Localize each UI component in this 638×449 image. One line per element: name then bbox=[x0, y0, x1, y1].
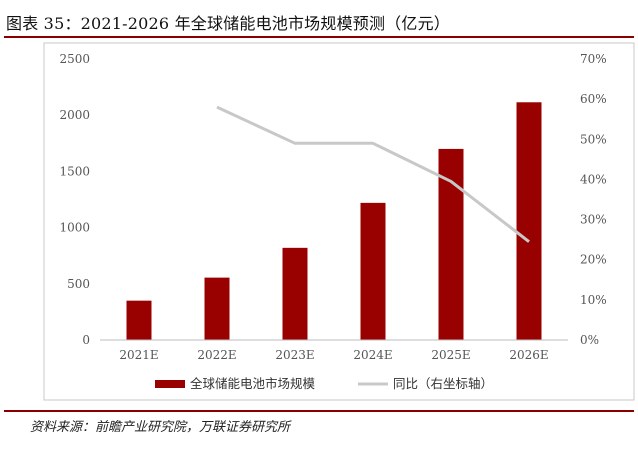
left-tick-label: 2500 bbox=[59, 52, 90, 66]
bar bbox=[204, 277, 230, 340]
figure-title: 图表 35：2021-2026 年全球储能电池市场规模预测（亿元） bbox=[6, 14, 450, 33]
line-series bbox=[216, 105, 530, 243]
right-tick-label: 30% bbox=[580, 213, 607, 227]
right-tick-label: 70% bbox=[580, 52, 607, 66]
bar bbox=[282, 247, 308, 340]
category-label: 2023E bbox=[275, 348, 314, 362]
bar bbox=[126, 300, 152, 340]
right-tick-label: 40% bbox=[580, 172, 607, 186]
right-tick-label: 60% bbox=[580, 92, 607, 106]
legend: 全球储能电池市场规模 同比（右坐标轴） bbox=[155, 376, 493, 391]
title-divider bbox=[4, 36, 634, 38]
left-tick-label: 0 bbox=[82, 333, 90, 347]
category-axis-labels: 2021E 2022E 2023E 2024E 2025E 2026E bbox=[119, 348, 548, 362]
source-note: 资料来源：前瞻产业研究院，万联证券研究所 bbox=[30, 420, 291, 435]
right-tick-label: 10% bbox=[580, 293, 607, 307]
chart-area: 0 500 1000 1500 2000 2500 0% 10% 20% 30% 40% 50% 60… bbox=[43, 42, 635, 401]
right-tick-label: 50% bbox=[580, 132, 607, 146]
bar bbox=[516, 102, 542, 340]
left-tick-label: 2000 bbox=[59, 108, 90, 122]
left-tick-label: 1000 bbox=[59, 221, 90, 235]
category-label: 2024E bbox=[353, 348, 392, 362]
legend-line-label: 同比（右坐标轴） bbox=[393, 376, 493, 391]
category-label: 2021E bbox=[119, 348, 158, 362]
plot-frame bbox=[43, 42, 635, 401]
legend-bar-label: 全球储能电池市场规模 bbox=[190, 376, 316, 391]
right-tick-label: 20% bbox=[580, 253, 607, 267]
bar bbox=[360, 202, 386, 340]
category-label: 2025E bbox=[431, 348, 470, 362]
category-label: 2026E bbox=[509, 348, 548, 362]
legend-bar-swatch bbox=[155, 380, 185, 388]
left-tick-label: 1500 bbox=[59, 164, 90, 178]
left-tick-label: 500 bbox=[67, 277, 90, 291]
source-divider bbox=[4, 410, 634, 412]
bar-series bbox=[100, 102, 568, 341]
category-label: 2022E bbox=[197, 348, 236, 362]
right-axis-ticks: 0% 10% 20% 30% 40% 50% 60% 70% bbox=[580, 52, 607, 347]
right-tick-label: 0% bbox=[580, 333, 599, 347]
left-axis-ticks: 0 500 1000 1500 2000 2500 bbox=[59, 52, 90, 347]
